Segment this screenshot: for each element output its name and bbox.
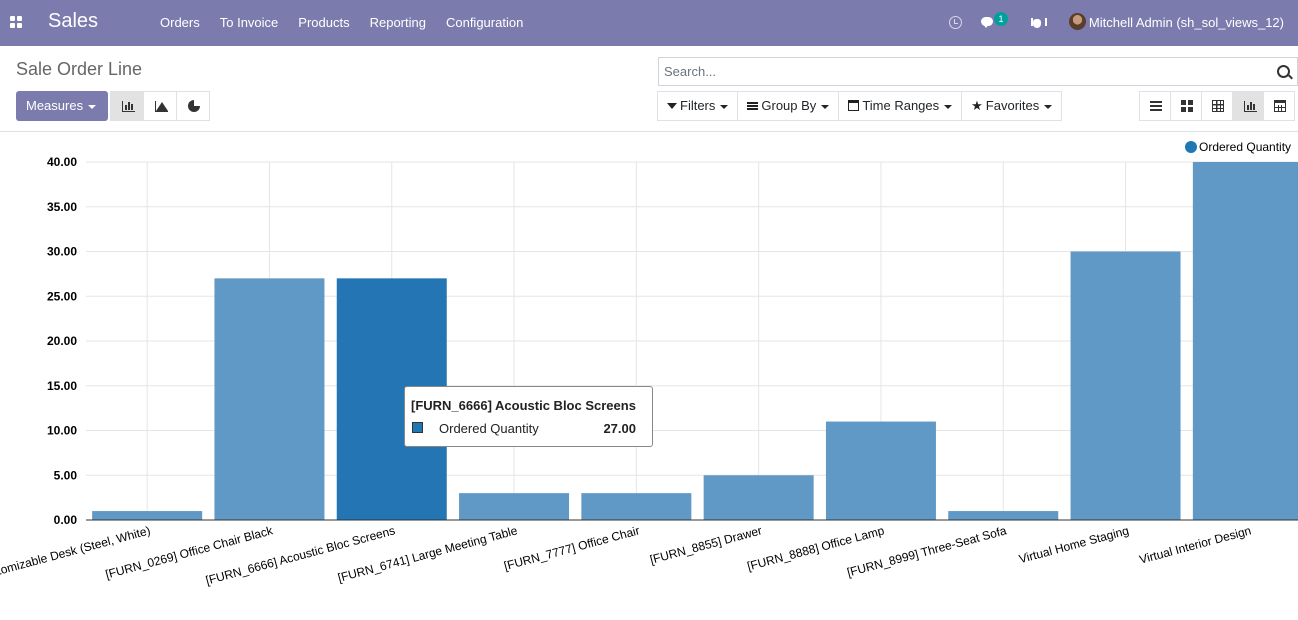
calendar-view-button[interactable]: [1263, 91, 1295, 121]
y-tick-label: 15.00: [47, 379, 77, 393]
y-tick-label: 0.00: [54, 513, 78, 527]
star-icon: ★: [971, 98, 983, 113]
area-chart-icon: [155, 101, 168, 112]
breadcrumb: Sale Order Line: [16, 59, 143, 79]
pie-chart-button[interactable]: [176, 91, 210, 121]
bar: [92, 511, 203, 520]
bar-chart-button[interactable]: [110, 91, 144, 121]
y-tick-label: 40.00: [47, 155, 77, 169]
caret-down-icon: [821, 104, 830, 109]
tooltip-swatch: [412, 422, 423, 433]
control-panel: Sale Order Line Measures Filters Group B…: [0, 46, 1298, 132]
search-icon[interactable]: [1277, 65, 1290, 78]
time-ranges-button[interactable]: Time Ranges: [838, 91, 963, 121]
app-brand[interactable]: Sales: [48, 10, 99, 32]
x-tick-label: Virtual Home Staging: [1017, 523, 1130, 566]
favorites-label: Favorites: [985, 98, 1040, 113]
pie-chart-icon: [188, 100, 200, 112]
bar: [825, 421, 936, 520]
measures-label: Measures: [26, 98, 84, 113]
search-options: Filters Group By Time Ranges ★ Favorites: [657, 91, 1063, 121]
legend-label: Ordered Quantity: [1199, 140, 1291, 154]
favorites-button[interactable]: ★ Favorites: [961, 91, 1063, 121]
group-by-button[interactable]: Group By: [737, 91, 840, 121]
calendar-icon: [1274, 100, 1286, 112]
bar-chart-icon: [122, 101, 135, 112]
main-menu: Orders To Invoice Products Reporting Con…: [150, 0, 533, 46]
tooltip-title: [FURN_6666] Acoustic Bloc Screens: [411, 398, 636, 413]
measures-button[interactable]: Measures: [16, 91, 108, 121]
y-tick-label: 30.00: [47, 245, 77, 259]
bar-chart-icon: [1244, 101, 1257, 112]
bars-icon: [747, 101, 759, 110]
kanban-icon: [1181, 100, 1193, 112]
bar: [948, 511, 1059, 520]
y-tick-label: 35.00: [47, 200, 77, 214]
messaging-chat-icon[interactable]: [981, 15, 997, 31]
y-tick-label: 25.00: [47, 289, 77, 303]
list-view-button[interactable]: [1139, 91, 1171, 121]
y-tick-label: 10.00: [47, 424, 77, 438]
y-tick-label: 20.00: [47, 334, 77, 348]
legend-dot: [1185, 141, 1197, 153]
menu-item-orders[interactable]: Orders: [160, 15, 200, 30]
chart-tooltip: [FURN_6666] Acoustic Bloc Screens Ordere…: [404, 386, 653, 447]
calendar-icon: [848, 100, 860, 112]
user-menu[interactable]: Mitchell Admin (sh_sol_views_12): [1088, 15, 1284, 30]
x-tick-label: [FURN_7777] Office Chair: [502, 523, 641, 573]
bar: [1192, 162, 1298, 520]
search-bar: [658, 57, 1298, 86]
view-switcher: [1139, 91, 1295, 121]
debug-bug-icon[interactable]: [1030, 15, 1047, 31]
kanban-view-button[interactable]: [1170, 91, 1202, 121]
line-chart-button[interactable]: [143, 91, 177, 121]
caret-down-icon: [1044, 104, 1053, 109]
tooltip-series: Ordered Quantity: [439, 421, 539, 436]
bar: [459, 493, 570, 520]
activity-clock-icon[interactable]: [948, 15, 964, 31]
filter-icon: [667, 102, 677, 109]
user-avatar[interactable]: [1069, 13, 1086, 30]
table-icon: [1212, 100, 1224, 112]
pivot-view-button[interactable]: [1201, 91, 1233, 121]
list-icon: [1150, 101, 1162, 111]
chart-type-switcher: [110, 91, 210, 121]
bar: [214, 278, 325, 520]
caret-down-icon: [88, 104, 97, 109]
x-tick-label: Virtual Interior Design: [1138, 523, 1253, 566]
tooltip-value: 27.00: [603, 421, 636, 436]
menu-item-to-invoice[interactable]: To Invoice: [219, 15, 279, 30]
filters-button[interactable]: Filters: [657, 91, 739, 121]
y-tick-label: 5.00: [54, 468, 78, 482]
group-by-label: Group By: [761, 98, 817, 113]
top-navbar: Sales Orders To Invoice Products Reporti…: [0, 0, 1298, 46]
caret-down-icon: [944, 104, 953, 109]
bar: [581, 493, 692, 520]
bar: [1070, 251, 1181, 520]
caret-down-icon: [720, 104, 729, 109]
apps-menu-icon[interactable]: [10, 16, 23, 29]
chat-badge: 1: [994, 12, 1008, 26]
search-input[interactable]: [659, 58, 1249, 85]
graph-view-button[interactable]: [1232, 91, 1264, 121]
bar: [703, 475, 814, 520]
time-ranges-label: Time Ranges: [862, 98, 940, 113]
menu-item-configuration[interactable]: Configuration: [445, 15, 524, 30]
menu-item-reporting[interactable]: Reporting: [369, 15, 426, 30]
menu-item-products[interactable]: Products: [298, 15, 350, 30]
bar-chart: 0.00 5.00 10.00 15.00 20.00 25.00 30.00 35.00 40…: [0, 140, 1298, 603]
filters-label: Filters: [680, 98, 716, 113]
